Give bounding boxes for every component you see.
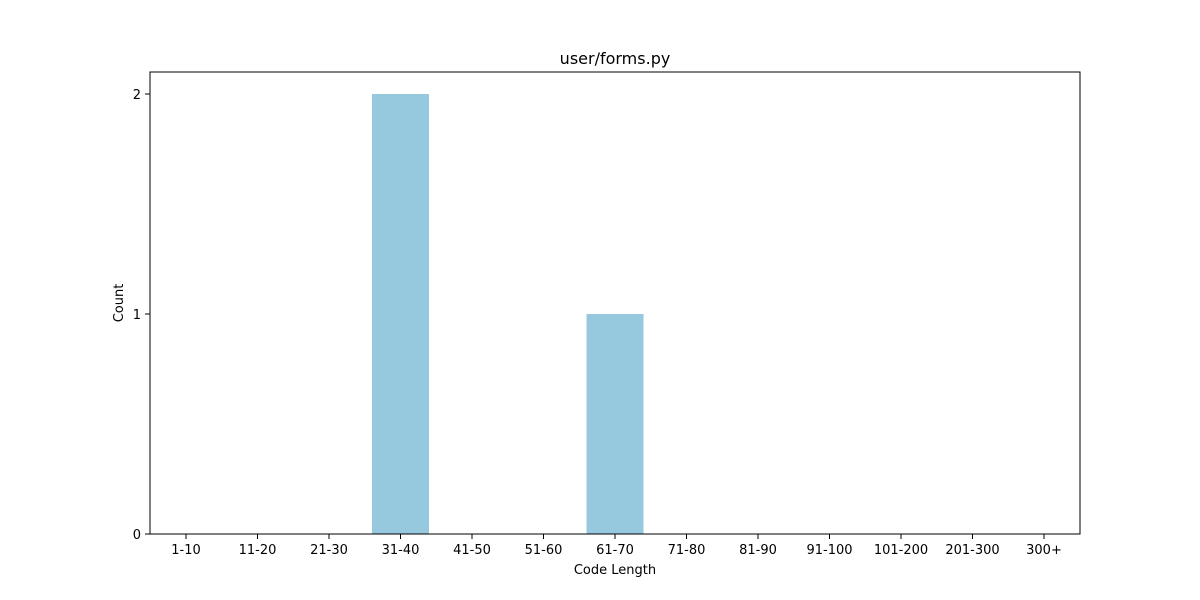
x-tick-label: 81-90 — [739, 543, 777, 558]
bar-31-40 — [372, 94, 429, 534]
x-tick-label: 41-50 — [453, 543, 491, 558]
bar-61-70 — [586, 314, 644, 534]
x-axis-label: Code Length — [574, 563, 656, 578]
x-tick-label: 11-20 — [239, 543, 277, 558]
y-tick-label: 0 — [133, 528, 141, 543]
x-tick-label: 91-100 — [806, 543, 852, 558]
y-axis-label: Count — [112, 284, 127, 323]
bars-group — [372, 94, 644, 534]
x-tick-label: 300+ — [1026, 543, 1062, 558]
x-tick-label: 51-60 — [525, 543, 563, 558]
chart-title: user/forms.py — [560, 49, 671, 68]
x-axis-ticks: 1-10 11-20 21-30 31-40 41-50 51-60 61-70 71-80 8… — [171, 534, 1062, 558]
y-tick-label: 2 — [133, 88, 141, 103]
x-tick-label: 31-40 — [382, 543, 420, 558]
x-tick-label: 201-300 — [945, 543, 999, 558]
x-tick-label: 101-200 — [874, 543, 928, 558]
y-tick-label: 1 — [133, 308, 141, 323]
x-tick-label: 71-80 — [668, 543, 706, 558]
x-tick-label: 1-10 — [171, 543, 201, 558]
x-tick-label: 21-30 — [310, 543, 348, 558]
x-tick-label: 61-70 — [596, 543, 634, 558]
y-axis-ticks: 0 1 2 — [133, 88, 150, 543]
